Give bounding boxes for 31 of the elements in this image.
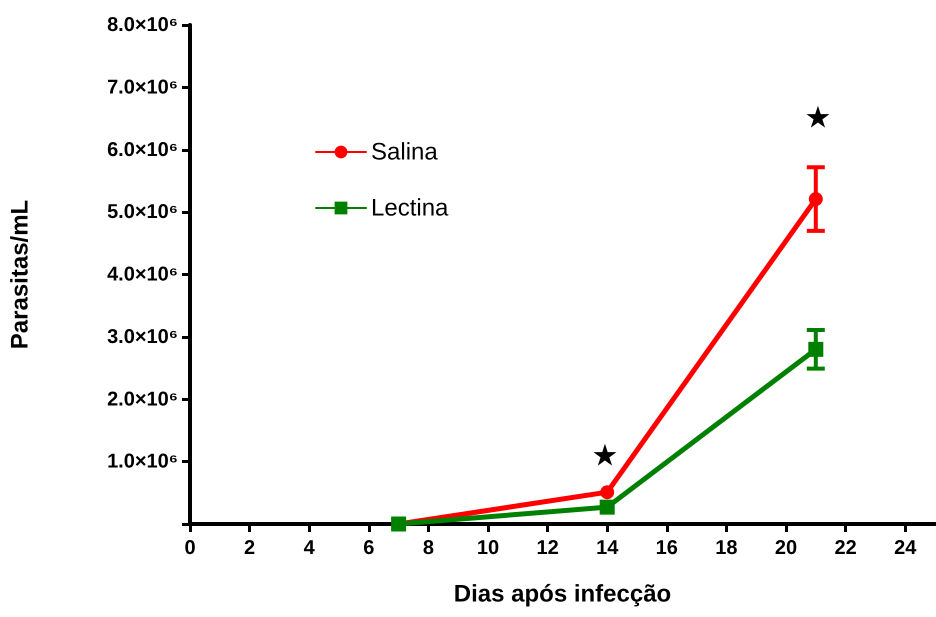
- x-tick-label: 20: [774, 537, 798, 559]
- x-tick-label: 10: [476, 537, 500, 559]
- x-tick-label: 18: [715, 537, 738, 559]
- legend-label: Lectina: [371, 194, 450, 222]
- y-tick-label: 3.0×10⁶: [107, 326, 178, 348]
- legend-label: Salina: [371, 138, 438, 166]
- x-tick-label: 4: [304, 537, 316, 559]
- x-tick-label: 16: [656, 537, 678, 559]
- point: [808, 192, 823, 206]
- y-tick-label: 4.0×10⁶: [107, 264, 178, 286]
- x-tick-label: 24: [894, 537, 918, 559]
- x-tick-label: 14: [596, 537, 620, 559]
- point: [600, 500, 615, 515]
- y-tick-label: 2.0×10⁶: [107, 388, 178, 410]
- annotation: ★: [804, 100, 832, 136]
- y-tick-label: 8.0×10⁶: [107, 14, 178, 36]
- x-tick-label: 8: [422, 537, 434, 559]
- point: [808, 342, 824, 357]
- x-tick-label: 12: [536, 537, 559, 559]
- x-tick-label: 2: [244, 537, 256, 559]
- annotation: ★: [592, 438, 618, 474]
- y-tick-label: 5.0×10⁶: [107, 201, 178, 224]
- x-tick-label: 0: [184, 537, 196, 559]
- point: [600, 485, 614, 500]
- y-axis-title: Parasitas/mL: [6, 200, 34, 350]
- y-tick-label: 7.0×10⁶: [107, 76, 178, 98]
- x-tick-label: 22: [834, 537, 857, 559]
- y-tick-label: 1.0×10⁶: [107, 450, 178, 473]
- x-tick-label: 6: [363, 537, 374, 559]
- x-axis-title: Dias após infecção: [454, 580, 672, 608]
- y-tick-label: 6.0×10⁶: [107, 138, 178, 161]
